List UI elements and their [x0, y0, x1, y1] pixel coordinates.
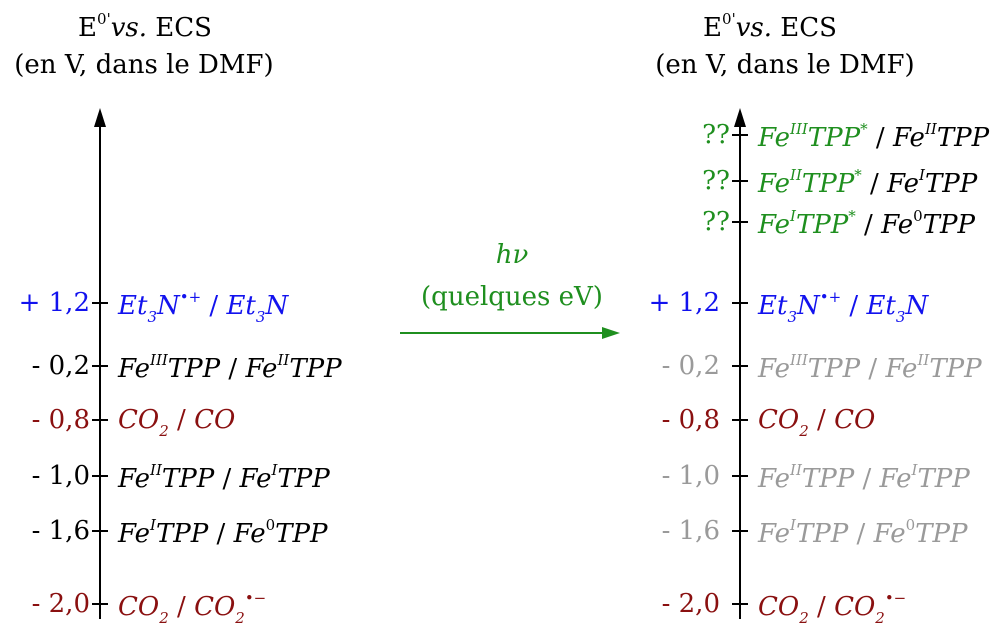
left-value: + 1,2	[18, 288, 90, 318]
right-header-line2: (en V, dans le DMF)	[655, 50, 915, 80]
right-value: ??	[702, 207, 730, 237]
left-header-line2: (en V, dans le DMF)	[14, 50, 274, 80]
right-label-fe3-fe2: FeIIITPP / FeIITPP	[758, 351, 982, 384]
right-label-fe1-excited: FeITPP* / Fe0TPP	[758, 207, 975, 240]
right-value: - 1,0	[661, 461, 720, 491]
right-ticks	[732, 134, 748, 605]
left-label-co2-co2rad: CO2 / CO2•−	[118, 589, 267, 627]
left-label-co2-co: CO2 / CO	[118, 405, 236, 440]
right-label-fe2-fe1: FeIITPP / FeITPP	[758, 461, 970, 494]
right-label-fe2-excited: FeIITPP* / FeITPP	[758, 166, 978, 199]
left-value: - 0,8	[31, 405, 90, 435]
right-label-co2-co2rad: CO2 / CO2•−	[758, 589, 907, 627]
right-label-co2-co: CO2 / CO	[758, 405, 876, 440]
right-value: - 0,8	[661, 405, 720, 435]
left-value: - 0,2	[31, 351, 90, 381]
left-header-line1: E0'vs. ECS	[78, 10, 212, 43]
right-value: + 1,2	[648, 288, 720, 318]
left-label-fe1-fe0: FeITPP / Fe0TPP	[118, 516, 328, 549]
left-value: - 1,6	[31, 516, 90, 546]
right-value: - 0,2	[661, 351, 720, 381]
left-label-et3n: Et3N•+ / Et3N	[118, 288, 289, 326]
right-label-fe3-excited: FeIIITPP* / FeIITPP	[758, 120, 990, 153]
right-axis-arrowhead	[734, 108, 746, 127]
left-ticks	[92, 302, 108, 605]
left-label-fe3-fe2: FeIIITPP / FeIITPP	[118, 351, 342, 384]
reaction-arrowhead	[602, 327, 620, 339]
right-value: - 1,6	[661, 516, 720, 546]
right-label-fe1-fe0: FeITPP / Fe0TPP	[758, 516, 968, 549]
left-label-fe2-fe1: FeIITPP / FeITPP	[118, 461, 330, 494]
left-value: - 1,0	[31, 461, 90, 491]
arrow-label-hv: hν	[495, 240, 529, 270]
arrow-label-energy: (quelques eV)	[421, 282, 603, 312]
right-label-et3n: Et3N•+ / Et3N	[758, 288, 929, 326]
right-value: ??	[702, 166, 730, 196]
left-value: - 2,0	[31, 589, 90, 619]
right-header-line1: E0'vs. ECS	[703, 10, 837, 43]
left-axis-arrowhead	[94, 108, 106, 127]
right-value: ??	[702, 120, 730, 150]
right-value: - 2,0	[661, 589, 720, 619]
